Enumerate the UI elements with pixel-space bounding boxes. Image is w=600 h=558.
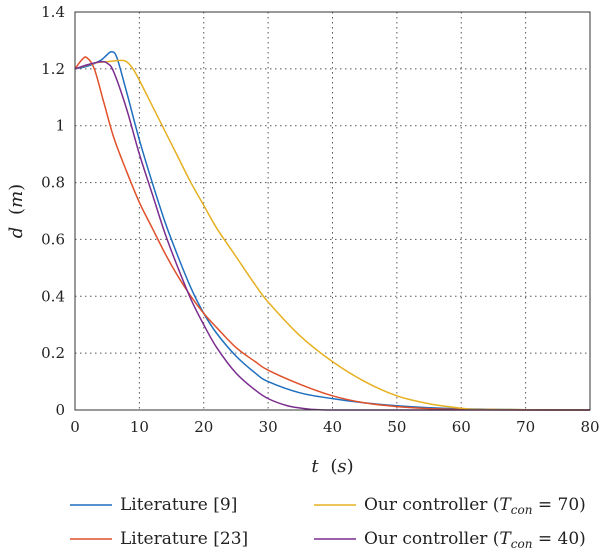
x-tick-label: 60 xyxy=(452,418,471,436)
legend-label-literature-23: Literature [23] xyxy=(120,529,248,549)
y-tick-label: 1 xyxy=(55,117,65,135)
x-tick-label: 40 xyxy=(323,418,342,436)
y-tick-label: 0.8 xyxy=(41,174,65,192)
series-line-2 xyxy=(74,59,591,411)
x-tick-labels: 0 10 20 30 40 50 60 70 80 xyxy=(70,418,599,436)
x-tick-label: 70 xyxy=(516,418,535,436)
y-axis-label-main: d xyxy=(6,227,27,239)
y-tick-label: 0.4 xyxy=(41,287,65,305)
y-tick-label: 0 xyxy=(55,401,65,419)
x-tick-label: 10 xyxy=(130,418,149,436)
y-tick-labels: 0 0.2 0.4 0.6 0.8 1 1.2 1.4 xyxy=(41,3,65,419)
x-tick-label: 30 xyxy=(259,418,278,436)
legend-label-literature-9: Literature [9] xyxy=(120,495,237,515)
plot-series xyxy=(74,50,591,411)
y-tick-label: 0.2 xyxy=(41,344,65,362)
x-tick-label: 50 xyxy=(387,418,406,436)
legend-label-controller-40: Our controller (Tcon = 40) xyxy=(364,529,586,551)
x-tick-label: 80 xyxy=(580,418,599,436)
y-tick-label: 1.4 xyxy=(41,3,65,21)
y-tick-label: 0.6 xyxy=(41,230,65,248)
y-axis-label: d (m) xyxy=(6,184,27,238)
x-axis-label-unit: s xyxy=(337,456,346,477)
legend-item-literature-23: Literature [23] xyxy=(70,529,248,549)
x-axis-label-main: t xyxy=(311,456,319,477)
legend-item-controller-70: Our controller (Tcon = 70) xyxy=(314,495,586,517)
grid-lines xyxy=(75,12,590,410)
legend-label-controller-70: Our controller (Tcon = 70) xyxy=(364,495,586,517)
x-tick-label: 20 xyxy=(194,418,213,436)
x-tick-label: 0 xyxy=(70,418,80,436)
series-line-1 xyxy=(74,56,591,411)
y-tick-label: 1.2 xyxy=(41,60,65,78)
x-axis-label: t (s) xyxy=(311,456,353,477)
legend-item-literature-9: Literature [9] xyxy=(70,495,237,515)
y-axis-label-unit: m xyxy=(6,191,27,208)
plot-frame xyxy=(74,11,591,411)
legend-item-controller-40: Our controller (Tcon = 40) xyxy=(314,529,586,551)
legend: Literature [9] Literature [23] Our contr… xyxy=(70,495,586,551)
